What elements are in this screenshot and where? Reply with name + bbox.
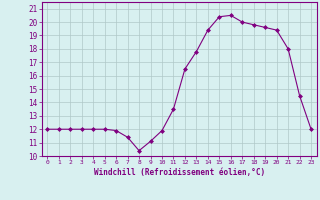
X-axis label: Windchill (Refroidissement éolien,°C): Windchill (Refroidissement éolien,°C) [94,168,265,177]
